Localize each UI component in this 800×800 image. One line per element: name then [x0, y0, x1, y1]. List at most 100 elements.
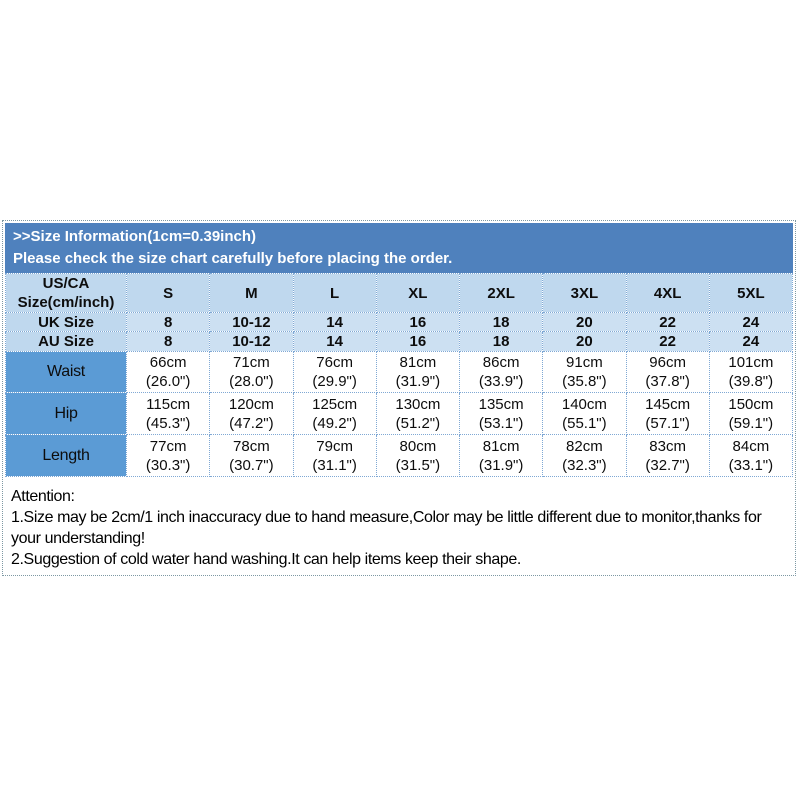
measure-inch: (26.0")	[145, 373, 191, 390]
measure-inch: (39.8")	[728, 373, 774, 390]
size-cell: 8	[125, 331, 211, 352]
measure-cell: 83cm (32.7")	[625, 434, 710, 477]
waist-row: Waist 66cm (26.0") 71cm (28.0") 76cm (29…	[5, 351, 794, 393]
measure-cm: 66cm	[149, 354, 187, 371]
measure-inch: (35.8")	[562, 373, 607, 390]
corner-line1: US/CA	[42, 275, 90, 292]
row-label-uk-size: UK Size	[5, 312, 127, 332]
measure-cell: 81cm (31.9")	[458, 434, 544, 477]
measure-cell: 91cm (35.8")	[542, 351, 627, 393]
size-cell: 22	[625, 331, 710, 352]
measure-inch: (30.3")	[145, 456, 191, 474]
measure-cm: 115cm	[146, 395, 191, 413]
measure-cell: 66cm (26.0")	[125, 351, 211, 393]
column-header-l: L	[292, 273, 377, 313]
measure-inch: (30.7")	[229, 456, 274, 474]
measure-cm: 101cm	[728, 354, 774, 371]
banner: >>Size Information(1cm=0.39inch) Please …	[5, 223, 793, 273]
measure-inch: (31.5")	[395, 456, 441, 474]
column-header-4xl: 4XL	[625, 273, 710, 313]
measure-cm: 83cm	[649, 437, 686, 455]
measure-inch: (31.9")	[395, 373, 441, 390]
measure-cell: 150cm (59.1")	[708, 392, 794, 435]
hip-row: Hip 115cm (45.3") 120cm (47.2") 125cm (4…	[5, 392, 794, 435]
measure-cell: 81cm (31.9")	[375, 351, 461, 393]
row-label-au-size: AU Size	[5, 331, 127, 352]
measure-cm: 82cm	[566, 437, 603, 455]
size-cell: 16	[375, 312, 461, 332]
measure-cm: 84cm	[732, 437, 770, 455]
measure-cell: 140cm (55.1")	[542, 392, 627, 435]
corner-line2: Size(cm/inch)	[17, 294, 115, 311]
column-header-xl: XL	[375, 273, 461, 313]
measure-cm: 86cm	[482, 354, 520, 371]
size-cell: 18	[458, 312, 544, 332]
size-chart-table: US/CA Size(cm/inch) S M L XL 2XL 3XL 4XL…	[5, 273, 794, 477]
column-header-5xl: 5XL	[708, 273, 794, 313]
attention-section: Attention: 1.Size may be 2cm/1 inch inac…	[5, 477, 793, 570]
au-size-row: AU Size 8 10-12 14 16 18 20 22 24	[5, 331, 794, 352]
banner-subtitle: Please check the size chart carefully be…	[13, 250, 453, 267]
attention-note-2: 2.Suggestion of cold water hand washing.…	[11, 551, 521, 568]
column-header-2xl: 2XL	[458, 273, 544, 313]
measure-inch: (45.3")	[145, 414, 191, 432]
measure-cm: 91cm	[566, 354, 603, 371]
measure-cell: 80cm (31.5")	[375, 434, 461, 477]
measure-inch: (49.2")	[312, 414, 357, 432]
measure-cm: 81cm	[399, 354, 437, 371]
measure-cm: 71cm	[233, 354, 270, 371]
measure-inch: (59.1")	[728, 414, 774, 432]
measure-inch: (33.9")	[478, 373, 524, 390]
measure-cell: 125cm (49.2")	[292, 392, 377, 435]
measure-cell: 120cm (47.2")	[209, 392, 294, 435]
measure-inch: (29.9")	[312, 373, 357, 390]
size-cell: 20	[542, 331, 627, 352]
size-cell: 10-12	[209, 331, 294, 352]
row-label-length: Length	[5, 434, 127, 477]
measure-cm: 140cm	[561, 395, 607, 413]
measure-cm: 81cm	[482, 437, 520, 455]
measure-inch: (32.3")	[562, 456, 607, 474]
size-cell: 16	[375, 331, 461, 352]
measure-cell: 130cm (51.2")	[375, 392, 461, 435]
measure-inch: (53.1")	[478, 414, 524, 432]
size-cell: 14	[292, 331, 377, 352]
length-row: Length 77cm (30.3") 78cm (30.7") 79cm (3…	[5, 434, 794, 477]
measure-cell: 115cm (45.3")	[125, 392, 211, 435]
size-cell: 20	[542, 312, 627, 332]
size-cell: 10-12	[209, 312, 294, 332]
measure-cell: 86cm (33.9")	[458, 351, 544, 393]
measure-cm: 135cm	[478, 395, 524, 413]
measure-cell: 101cm (39.8")	[708, 351, 794, 393]
measure-cm: 80cm	[399, 437, 437, 455]
attention-title: Attention:	[11, 488, 75, 505]
column-header-m: M	[209, 273, 294, 313]
measure-cell: 79cm (31.1")	[292, 434, 377, 477]
size-cell: 18	[458, 331, 544, 352]
row-label-waist: Waist	[5, 351, 127, 393]
size-cell: 22	[625, 312, 710, 332]
measure-cm: 79cm	[316, 437, 353, 455]
measure-cell: 84cm (33.1")	[708, 434, 794, 477]
column-header-3xl: 3XL	[542, 273, 627, 313]
attention-note-1: 1.Size may be 2cm/1 inch inaccuracy due …	[11, 509, 762, 547]
measure-inch: (33.1")	[728, 456, 774, 474]
measure-cm: 130cm	[395, 395, 441, 413]
measure-cell: 145cm (57.1")	[625, 392, 710, 435]
measure-cell: 78cm (30.7")	[209, 434, 294, 477]
measure-cm: 145cm	[645, 395, 691, 413]
measure-inch: (32.7")	[645, 456, 690, 474]
corner-header-cell: US/CA Size(cm/inch)	[5, 273, 127, 313]
table-header-row: US/CA Size(cm/inch) S M L XL 2XL 3XL 4XL…	[5, 273, 794, 313]
banner-title: >>Size Information(1cm=0.39inch)	[13, 228, 256, 245]
measure-inch: (51.2")	[395, 414, 441, 432]
measure-inch: (57.1")	[645, 414, 690, 432]
measure-cell: 76cm (29.9")	[292, 351, 377, 393]
measure-cm: 125cm	[312, 395, 358, 413]
size-cell: 14	[292, 312, 377, 332]
measure-cm: 96cm	[649, 354, 686, 371]
measure-inch: (47.2")	[229, 414, 274, 432]
row-label-hip: Hip	[5, 392, 127, 435]
measure-inch: (37.8")	[645, 373, 690, 390]
measure-cell: 77cm (30.3")	[125, 434, 211, 477]
